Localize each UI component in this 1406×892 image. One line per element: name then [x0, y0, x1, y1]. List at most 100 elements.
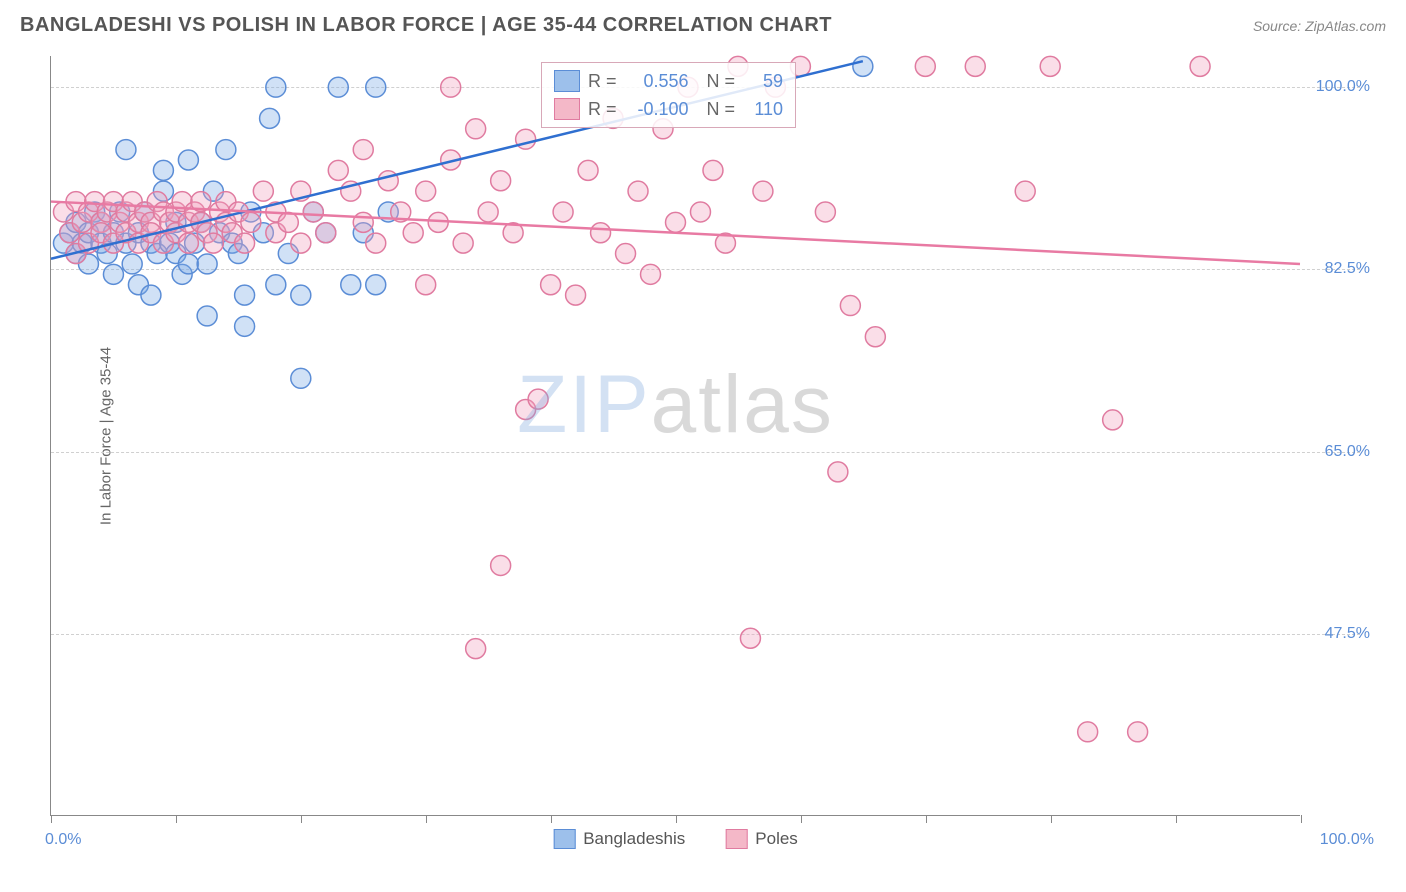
r-value: 0.556	[625, 67, 689, 95]
data-point	[578, 160, 598, 180]
x-axis-max-label: 100.0%	[1320, 831, 1374, 849]
x-tick	[1301, 815, 1302, 823]
data-point	[366, 233, 386, 253]
data-point	[353, 140, 373, 160]
x-tick	[801, 815, 802, 823]
data-point	[235, 233, 255, 253]
data-point	[216, 140, 236, 160]
data-point	[553, 202, 573, 222]
data-point	[478, 202, 498, 222]
data-point	[403, 223, 423, 243]
r-label: R =	[588, 67, 617, 95]
correlation-legend-row: R = -0.100 N =110	[554, 95, 783, 123]
data-point	[266, 77, 286, 97]
data-point	[253, 181, 273, 201]
data-point	[178, 150, 198, 170]
data-point	[753, 181, 773, 201]
data-point	[366, 275, 386, 295]
data-point	[103, 264, 123, 284]
data-point	[316, 223, 336, 243]
n-value: 110	[743, 95, 783, 123]
x-tick	[1176, 815, 1177, 823]
series-legend: Bangladeshis Poles	[553, 829, 798, 849]
data-point	[366, 77, 386, 97]
y-tick-label: 82.5%	[1310, 260, 1370, 278]
x-tick	[926, 815, 927, 823]
data-point	[328, 160, 348, 180]
y-tick-label: 47.5%	[1310, 625, 1370, 643]
plot-area: In Labor Force | Age 35-44 47.5%65.0%82.…	[50, 56, 1300, 816]
n-label: N =	[707, 67, 736, 95]
data-point	[291, 285, 311, 305]
chart-title: BANGLADESHI VS POLISH IN LABOR FORCE | A…	[20, 14, 832, 37]
data-point	[291, 368, 311, 388]
data-point	[853, 56, 873, 76]
data-point	[1015, 181, 1035, 201]
data-point	[291, 233, 311, 253]
legend-label: Bangladeshis	[583, 829, 685, 849]
data-point	[235, 285, 255, 305]
x-tick	[51, 815, 52, 823]
data-point	[566, 285, 586, 305]
data-point	[591, 223, 611, 243]
legend-swatch	[554, 98, 580, 120]
data-point	[1128, 722, 1148, 742]
data-point	[965, 56, 985, 76]
data-point	[122, 254, 142, 274]
data-point	[416, 275, 436, 295]
data-point	[1078, 722, 1098, 742]
n-label: N =	[707, 95, 736, 123]
data-point	[491, 171, 511, 191]
data-point	[466, 119, 486, 139]
data-point	[141, 285, 161, 305]
legend-swatch	[554, 70, 580, 92]
data-point	[616, 244, 636, 264]
data-point	[828, 462, 848, 482]
x-axis-min-label: 0.0%	[45, 831, 81, 849]
data-point	[528, 389, 548, 409]
legend-label: Poles	[755, 829, 798, 849]
data-point	[203, 233, 223, 253]
data-point	[328, 77, 348, 97]
r-label: R =	[588, 95, 617, 123]
x-tick	[176, 815, 177, 823]
data-point	[541, 275, 561, 295]
data-point	[341, 275, 361, 295]
data-point	[241, 212, 261, 232]
y-tick-label: 65.0%	[1310, 443, 1370, 461]
x-tick	[301, 815, 302, 823]
data-point	[441, 77, 461, 97]
data-point	[628, 181, 648, 201]
scatter-svg	[51, 56, 1300, 815]
data-point	[466, 639, 486, 659]
data-point	[153, 160, 173, 180]
legend-swatch	[725, 829, 747, 849]
data-point	[1190, 56, 1210, 76]
r-value: -0.100	[625, 95, 689, 123]
correlation-legend-row: R =0.556N =59	[554, 67, 783, 95]
data-point	[116, 140, 136, 160]
legend-swatch	[553, 829, 575, 849]
data-point	[266, 275, 286, 295]
data-point	[915, 56, 935, 76]
correlation-legend: R =0.556N =59R =-0.100N =110	[541, 62, 796, 128]
data-point	[178, 233, 198, 253]
x-tick	[676, 815, 677, 823]
data-point	[235, 316, 255, 336]
x-tick	[551, 815, 552, 823]
source-attribution: Source: ZipAtlas.com	[1253, 18, 1386, 34]
data-point	[740, 628, 760, 648]
data-point	[815, 202, 835, 222]
legend-item: Bangladeshis	[553, 829, 685, 849]
data-point	[303, 202, 323, 222]
y-tick-label: 100.0%	[1310, 78, 1370, 96]
legend-item: Poles	[725, 829, 798, 849]
data-point	[1103, 410, 1123, 430]
x-tick	[426, 815, 427, 823]
data-point	[666, 212, 686, 232]
data-point	[197, 254, 217, 274]
data-point	[840, 296, 860, 316]
data-point	[353, 212, 373, 232]
x-tick	[1051, 815, 1052, 823]
data-point	[865, 327, 885, 347]
